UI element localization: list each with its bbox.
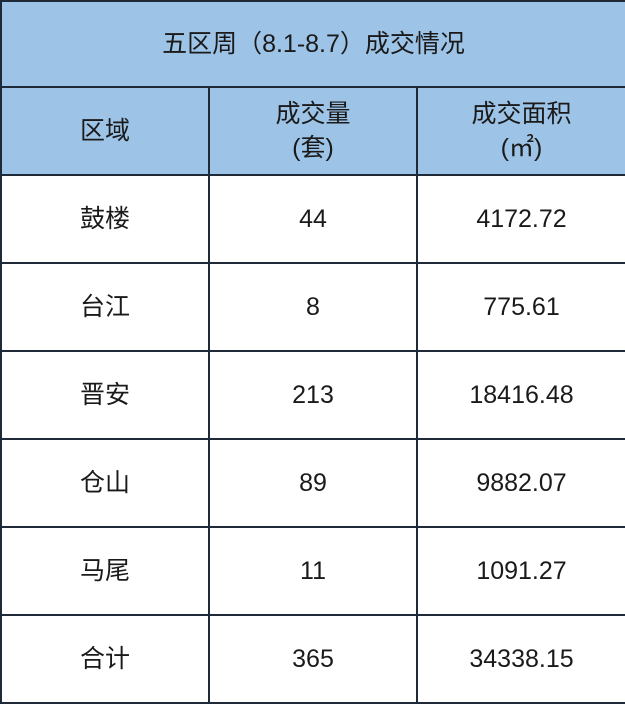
area-cell: 9882.07 [415,438,625,528]
header-label: 区域 [79,117,130,145]
region-cell: 仓山 [0,438,210,528]
table-row: 马尾 11 1091.27 [0,526,625,616]
volume-cell: 8 [208,262,418,352]
table-row: 晋安 213 18416.48 [0,350,625,440]
header-unit: (㎡) [500,134,543,162]
volume-cell: 365 [208,614,418,704]
table-title: 五区周（8.1-8.7）成交情况 [0,0,625,88]
header-label: 成交量 [275,100,351,128]
header-volume: 成交量 (套) [208,86,418,176]
area-cell: 775.61 [415,262,625,352]
area-cell: 34338.15 [415,614,625,704]
volume-cell: 44 [208,174,418,264]
header-row: 区域 成交量 (套) 成交面积 (㎡) [0,86,625,176]
header-label: 成交面积 [471,100,572,128]
region-cell: 台江 [0,262,210,352]
table-row: 鼓楼 44 4172.72 [0,174,625,264]
header-area: 成交面积 (㎡) [415,86,625,176]
table-row: 仓山 89 9882.07 [0,438,625,528]
region-cell: 马尾 [0,526,210,616]
volume-cell: 11 [208,526,418,616]
header-region: 区域 [0,86,210,176]
region-cell: 鼓楼 [0,174,210,264]
volume-cell: 89 [208,438,418,528]
area-cell: 1091.27 [415,526,625,616]
area-cell: 18416.48 [415,350,625,440]
header-unit: (套) [292,134,334,162]
table-row: 合计 365 34338.15 [0,614,625,704]
region-cell: 合计 [0,614,210,704]
title-row: 五区周（8.1-8.7）成交情况 [0,0,625,88]
area-cell: 4172.72 [415,174,625,264]
table-row: 台江 8 775.61 [0,262,625,352]
region-cell: 晋安 [0,350,210,440]
volume-cell: 213 [208,350,418,440]
